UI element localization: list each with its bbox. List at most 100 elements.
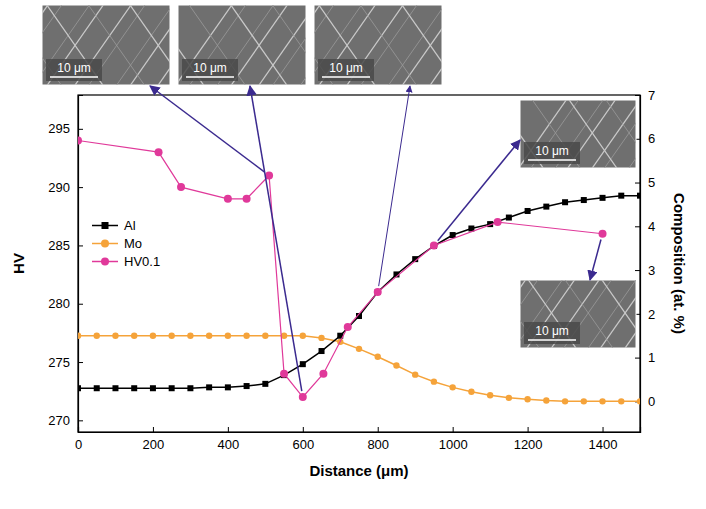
data-point bbox=[487, 392, 493, 398]
tick-label: 0 bbox=[75, 437, 82, 452]
lamella bbox=[259, 5, 306, 85]
scale-bar-patch bbox=[46, 59, 102, 81]
data-point bbox=[600, 195, 606, 201]
lamella bbox=[130, 5, 170, 85]
tick: 270 bbox=[48, 413, 83, 428]
data-point bbox=[319, 370, 327, 378]
data-point bbox=[155, 148, 163, 156]
tick: 0 bbox=[635, 394, 655, 409]
chart-svg: 0200400600800100012001400270275280285290… bbox=[0, 0, 706, 509]
tick: 280 bbox=[48, 296, 83, 311]
legend-label: HV0.1 bbox=[124, 254, 160, 269]
tick-mark bbox=[303, 427, 304, 432]
data-point bbox=[356, 346, 362, 352]
data-point bbox=[78, 136, 82, 144]
lamella bbox=[272, 5, 306, 85]
data-point bbox=[562, 199, 568, 205]
data-point bbox=[525, 208, 531, 214]
lamella bbox=[402, 5, 442, 85]
tick: 6 bbox=[635, 131, 655, 146]
tick-label: 5 bbox=[648, 175, 655, 190]
tick: 1 bbox=[635, 350, 655, 365]
data-point bbox=[206, 333, 212, 339]
tick-label: 1400 bbox=[589, 437, 618, 452]
arrow bbox=[250, 86, 302, 391]
data-point bbox=[449, 384, 455, 390]
y2-axis: 01234567 bbox=[635, 88, 655, 433]
tick-mark bbox=[228, 427, 229, 432]
tick: 2 bbox=[635, 306, 655, 321]
tick-mark bbox=[635, 270, 640, 271]
legend-item: HV0.1 bbox=[92, 254, 160, 269]
scale-bar-label: 10 μm bbox=[535, 324, 569, 338]
tick-label: 2 bbox=[648, 306, 655, 321]
scale-bar-label: 10 μm bbox=[535, 144, 569, 158]
tick: 400 bbox=[218, 427, 240, 452]
data-point bbox=[468, 389, 474, 395]
data-point bbox=[543, 204, 549, 210]
tick-label: 290 bbox=[48, 180, 70, 195]
lamella bbox=[231, 5, 287, 85]
tick: 1000 bbox=[439, 427, 468, 452]
legend-marker bbox=[101, 258, 109, 266]
tick: 1400 bbox=[589, 427, 618, 452]
tick-mark bbox=[635, 95, 640, 96]
y-axis: 270275280285290295 bbox=[48, 96, 83, 433]
tick-mark bbox=[453, 427, 454, 432]
tick: 600 bbox=[292, 427, 314, 452]
scale-bar-patch bbox=[182, 59, 238, 81]
data-point bbox=[169, 385, 175, 391]
tick-label: 1000 bbox=[439, 437, 468, 452]
arrow bbox=[379, 86, 410, 286]
tick: 290 bbox=[48, 180, 83, 195]
data-point bbox=[599, 398, 605, 404]
data-point bbox=[524, 396, 530, 402]
legend: AlMoHV0.1 bbox=[92, 218, 160, 269]
tick-mark bbox=[78, 129, 83, 130]
data-point bbox=[299, 393, 307, 401]
scale-bar-patch bbox=[524, 142, 580, 164]
data-point bbox=[581, 197, 587, 203]
scale-bar-label: 10 μm bbox=[57, 61, 91, 75]
data-point bbox=[262, 333, 268, 339]
data-point bbox=[599, 230, 607, 238]
lamella bbox=[117, 5, 170, 85]
data-point bbox=[168, 333, 174, 339]
legend-marker bbox=[101, 240, 109, 248]
tick-label: 800 bbox=[367, 437, 389, 452]
data-point bbox=[112, 333, 118, 339]
data-point bbox=[430, 241, 438, 249]
scale-bar-patch bbox=[524, 322, 580, 344]
data-point bbox=[243, 333, 249, 339]
data-point bbox=[78, 385, 81, 391]
tick-label: 3 bbox=[648, 263, 655, 278]
series-line bbox=[78, 196, 640, 389]
tick-mark bbox=[78, 304, 83, 305]
data-point bbox=[637, 398, 640, 404]
data-point bbox=[206, 384, 212, 390]
data-point bbox=[300, 333, 306, 339]
tick-label: 280 bbox=[48, 296, 70, 311]
data-point bbox=[494, 218, 502, 226]
data-point bbox=[131, 385, 137, 391]
micrograph-texture bbox=[314, 5, 442, 85]
micrograph-background bbox=[520, 280, 636, 348]
micrograph-texture bbox=[520, 280, 636, 348]
scale-bar bbox=[322, 76, 370, 78]
data-point bbox=[375, 354, 381, 360]
scale-bar-label: 10 μm bbox=[193, 61, 227, 75]
data-point bbox=[450, 232, 456, 238]
data-point bbox=[78, 333, 81, 339]
data-point bbox=[412, 371, 418, 377]
tick-label: 1 bbox=[648, 350, 655, 365]
legend-marker bbox=[102, 222, 109, 229]
axis-line bbox=[79, 96, 84, 433]
data-point bbox=[243, 195, 251, 203]
data-point bbox=[150, 385, 156, 391]
data-point bbox=[225, 333, 231, 339]
data-point bbox=[150, 333, 156, 339]
arrow bbox=[150, 86, 264, 172]
y2-axis-title: Composition (at. %) bbox=[671, 193, 688, 334]
tick-mark bbox=[78, 362, 83, 363]
tick: 295 bbox=[48, 121, 83, 136]
